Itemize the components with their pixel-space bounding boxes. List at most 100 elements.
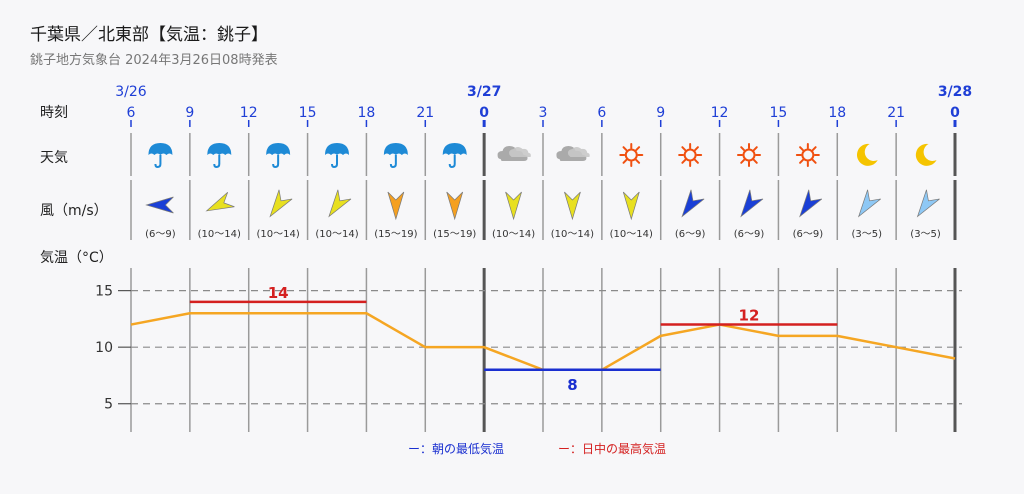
wind-range: (10〜14) xyxy=(198,229,241,240)
wind-arrow-shape xyxy=(857,189,881,218)
wind-arrow-shape xyxy=(269,189,293,218)
hour-label: 15 xyxy=(770,105,788,121)
date-label: 3/26 xyxy=(115,84,147,100)
sun-ray xyxy=(694,158,699,164)
cloud-icon xyxy=(497,146,531,161)
sun-ray xyxy=(681,158,687,164)
sun-ray xyxy=(752,158,758,164)
sun-icon xyxy=(619,143,644,167)
wind-arrow xyxy=(269,189,293,218)
wind-arrow xyxy=(857,189,881,218)
date-label: 3/27 xyxy=(467,84,501,100)
wind-arrow xyxy=(328,189,352,218)
wind-arrow-shape xyxy=(564,191,581,221)
umbrella-icon xyxy=(207,143,232,169)
wind-range: (15〜19) xyxy=(433,229,476,240)
sun-ray xyxy=(635,158,641,164)
wind-arrow xyxy=(505,191,522,221)
hour-label: 9 xyxy=(185,105,194,121)
sun-ray xyxy=(635,146,641,152)
y-tick-label: 10 xyxy=(95,340,113,356)
wind-arrow-shape xyxy=(916,189,940,218)
sun-disc xyxy=(624,148,638,162)
umbrella-handle xyxy=(448,155,456,169)
wind-arrow xyxy=(145,196,174,214)
wind-range: (10〜14) xyxy=(257,229,300,240)
wind-range: (6〜9) xyxy=(145,229,176,240)
wind-range: (6〜9) xyxy=(734,229,765,240)
umbrella-canopy xyxy=(324,143,349,155)
wind-arrow-shape xyxy=(740,189,764,218)
hour-label: 21 xyxy=(416,105,434,121)
sun-disc xyxy=(801,148,815,162)
umbrella-canopy xyxy=(442,143,467,155)
wind-range: (10〜14) xyxy=(610,229,653,240)
umbrella-icon xyxy=(442,143,467,169)
sun-ray xyxy=(740,158,746,164)
cloud-shape-back xyxy=(567,147,590,157)
sun-ray xyxy=(740,146,746,152)
wind-arrow-shape xyxy=(328,189,352,218)
wind-arrow-shape xyxy=(681,189,705,218)
hour-label: 0 xyxy=(479,105,489,121)
sun-disc xyxy=(683,148,697,162)
wind-arrow xyxy=(622,191,640,221)
wind-range: (10〜14) xyxy=(492,229,535,240)
wind-range: (10〜14) xyxy=(315,229,358,240)
wind-arrow-shape xyxy=(446,191,464,221)
sun-ray xyxy=(622,158,628,164)
hour-label: 18 xyxy=(828,105,846,121)
wind-arrow xyxy=(205,191,235,212)
sun-ray xyxy=(694,146,699,152)
moon-icon xyxy=(915,143,937,166)
sun-icon xyxy=(736,143,761,167)
wind-arrow-shape xyxy=(799,189,823,218)
wind-range: (3〜5) xyxy=(910,229,941,240)
umbrella-handle xyxy=(154,155,162,169)
umbrella-canopy xyxy=(383,143,408,155)
page-title: 千葉県／北東部【気温：銚子】 xyxy=(30,25,268,45)
hour-label: 3 xyxy=(539,105,548,121)
sun-icon xyxy=(678,143,703,167)
umbrella-handle xyxy=(272,155,280,169)
wind-arrow xyxy=(681,189,705,218)
moon-crescent xyxy=(856,143,878,166)
hour-label: 12 xyxy=(240,105,258,121)
row-label-wind: 風（m/s） xyxy=(40,203,108,219)
row-label-temp: 気温（°C） xyxy=(40,250,113,266)
hour-label: 0 xyxy=(950,105,960,121)
umbrella-handle xyxy=(389,155,397,169)
umbrella-canopy xyxy=(266,143,291,155)
umbrella-handle xyxy=(213,155,221,169)
legend-min: ー：朝の最低気温 xyxy=(408,441,504,456)
row-label-time: 時刻 xyxy=(40,105,68,121)
y-tick-label: 5 xyxy=(104,397,113,413)
wind-arrow xyxy=(799,189,823,218)
max-temp-label: 12 xyxy=(739,307,760,325)
hour-label: 18 xyxy=(358,105,376,121)
sun-ray xyxy=(811,158,817,164)
wind-range: (10〜14) xyxy=(551,229,594,240)
row-label-weather: 天気 xyxy=(40,150,68,166)
y-tick-label: 15 xyxy=(95,284,113,300)
sun-ray xyxy=(799,158,804,164)
hour-label: 9 xyxy=(656,105,665,121)
wind-range: (6〜9) xyxy=(793,229,824,240)
page-subtitle: 銚子地方気象台 2024年3月26日08時発表 xyxy=(30,53,278,68)
wind-arrow-shape xyxy=(387,191,405,221)
wind-arrow-shape xyxy=(622,191,640,221)
wind-arrow xyxy=(916,189,940,218)
hour-label: 12 xyxy=(711,105,729,121)
sun-ray xyxy=(681,146,687,152)
umbrella-icon xyxy=(148,143,173,169)
hour-label: 15 xyxy=(299,105,317,121)
sun-ray xyxy=(752,146,758,152)
legend-max: ー：日中の最高気温 xyxy=(558,441,666,456)
umbrella-icon xyxy=(383,143,408,169)
hour-label: 6 xyxy=(597,105,606,121)
cloud-shape-back xyxy=(509,147,531,157)
wind-arrow-shape xyxy=(205,191,235,212)
wind-range: (15〜19) xyxy=(374,229,417,240)
sun-disc xyxy=(742,148,756,162)
wind-arrow-shape xyxy=(145,196,174,214)
